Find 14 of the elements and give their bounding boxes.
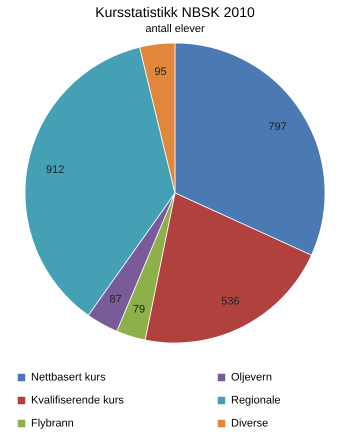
data-label: 79 xyxy=(132,304,146,316)
legend-label: Diverse xyxy=(231,418,268,430)
data-label: 87 xyxy=(110,294,122,306)
legend-label: Oljevern xyxy=(231,372,272,384)
chart-subtitle: antall elever xyxy=(145,23,205,35)
data-label: 536 xyxy=(221,296,240,308)
legend-label: Nettbasert kurs xyxy=(31,372,106,384)
data-label: 797 xyxy=(268,120,287,133)
legend-label: Kvalifiserende kurs xyxy=(31,394,124,406)
data-label: 95 xyxy=(154,66,167,78)
legend-label: Regionale xyxy=(231,394,281,406)
data-label: 912 xyxy=(46,164,64,176)
legend-label: Flybrann xyxy=(31,418,74,430)
chart-title: Kursstatistikk NBSK 2010 xyxy=(95,4,255,20)
